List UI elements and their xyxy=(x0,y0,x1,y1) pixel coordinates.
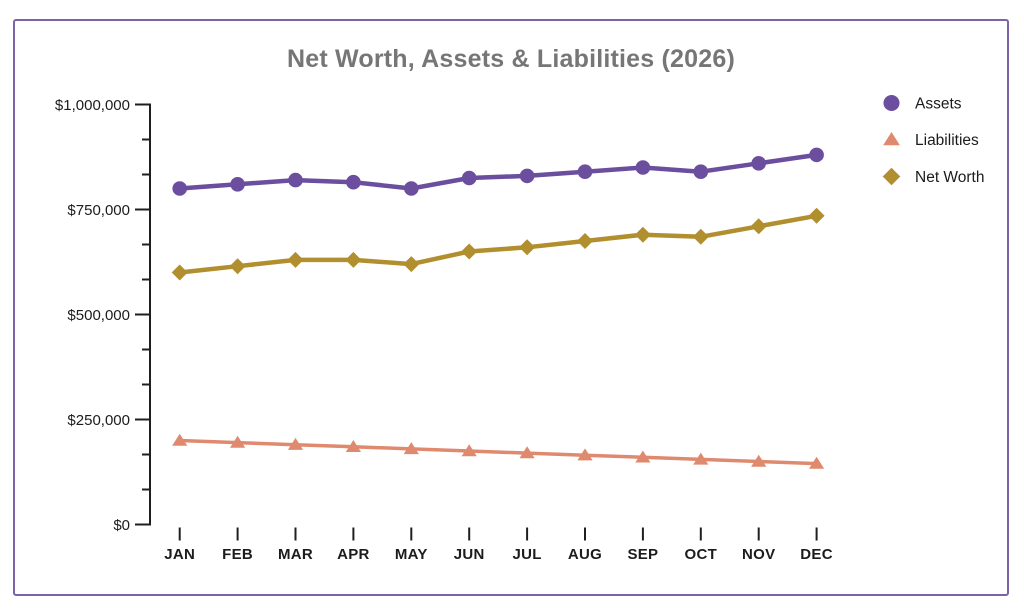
marker-liabilities xyxy=(403,442,419,455)
marker-assets xyxy=(230,177,245,192)
marker-net-worth xyxy=(403,256,420,273)
x-axis: JAN FEB MAR APR MAY JUN JUL AUG SEP OCT NOV DEC xyxy=(164,527,833,563)
y-axis xyxy=(135,103,151,526)
x-tick-label: MAY xyxy=(395,546,428,563)
marker-net-worth xyxy=(750,218,767,235)
series-line-liabilities xyxy=(177,438,819,466)
series-assets xyxy=(172,147,824,196)
legend-item-assets: Assets xyxy=(883,94,962,113)
marker-assets xyxy=(693,164,709,179)
marker-assets xyxy=(346,174,361,190)
chart-title: Net Worth, Assets & Liabilities (2026) xyxy=(287,45,735,73)
chart-card xyxy=(13,19,1009,596)
marker-assets xyxy=(577,164,593,179)
y-tick-label: $500,000 xyxy=(67,307,130,324)
x-tick-label: JUN xyxy=(454,546,485,563)
marker-net-worth xyxy=(577,233,593,249)
marker-net-worth xyxy=(634,226,651,243)
legend-label-net-worth: Net Worth xyxy=(915,169,985,186)
marker-liabilities xyxy=(461,444,477,457)
marker-liabilities xyxy=(577,448,593,461)
marker-liabilities xyxy=(345,440,361,452)
y-tick-label: $750,000 xyxy=(67,202,130,219)
marker-liabilities xyxy=(809,456,825,469)
x-tick-label: DEC xyxy=(800,546,833,563)
y-axis-labels: $0 $250,000 $500,000 $750,000 $1,000,000 xyxy=(55,97,130,534)
marker-net-worth xyxy=(345,251,362,268)
y-tick-label: $0 xyxy=(113,517,130,534)
legend: Assets Liabilities Net Worth xyxy=(882,94,985,186)
marker-assets xyxy=(519,168,535,184)
marker-assets xyxy=(809,147,824,163)
legend-marker-net-worth xyxy=(882,167,901,186)
marker-liabilities xyxy=(287,437,304,450)
legend-label-liabilities: Liabilities xyxy=(915,132,979,149)
legend-marker-liabilities xyxy=(883,132,900,146)
marker-assets xyxy=(461,170,477,186)
legend-marker-assets xyxy=(883,94,900,112)
marker-liabilities xyxy=(751,454,767,467)
marker-net-worth xyxy=(692,228,709,245)
series-line-net-worth xyxy=(177,213,819,275)
marker-net-worth xyxy=(229,258,246,275)
x-tick-label: FEB xyxy=(222,546,253,563)
marker-net-worth xyxy=(519,239,536,256)
marker-assets xyxy=(404,181,419,196)
series-liabilities xyxy=(172,433,825,469)
x-tick-label: OCT xyxy=(685,546,718,563)
legend-label-assets: Assets xyxy=(915,96,962,113)
y-tick-label: $1,000,000 xyxy=(55,97,130,114)
marker-liabilities xyxy=(230,435,246,448)
marker-net-worth xyxy=(808,207,825,224)
x-tick-label: NOV xyxy=(742,546,775,563)
series-line-assets xyxy=(177,152,819,191)
x-tick-label: JUL xyxy=(512,546,541,563)
marker-net-worth xyxy=(171,264,188,281)
x-tick-label: APR xyxy=(337,546,370,563)
marker-liabilities xyxy=(635,450,651,463)
marker-assets xyxy=(751,156,766,171)
marker-assets xyxy=(288,172,303,188)
marker-liabilities xyxy=(693,452,709,465)
x-tick-label: MAR xyxy=(278,546,313,563)
x-tick-label: JAN xyxy=(164,546,195,563)
marker-assets xyxy=(172,181,187,196)
legend-item-net-worth: Net Worth xyxy=(882,167,985,186)
x-tick-label: SEP xyxy=(627,546,658,563)
marker-liabilities xyxy=(519,446,535,459)
series-net-worth xyxy=(171,207,825,281)
legend-item-liabilities: Liabilities xyxy=(883,132,979,149)
x-tick-label: AUG xyxy=(568,546,602,563)
marker-assets xyxy=(635,160,651,175)
marker-net-worth xyxy=(461,243,478,260)
marker-liabilities xyxy=(172,433,188,446)
marker-net-worth xyxy=(287,251,304,268)
y-tick-label: $250,000 xyxy=(67,412,130,429)
